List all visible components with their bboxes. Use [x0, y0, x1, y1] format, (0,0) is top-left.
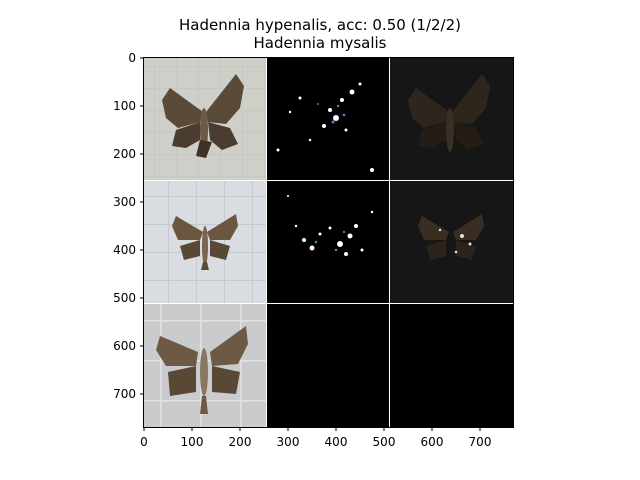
panel-r0-c1-saliency [267, 58, 389, 180]
x-tick-label: 200 [229, 435, 252, 449]
panel-r2-c2-empty [390, 304, 513, 427]
y-tick-label: 400 [113, 243, 136, 257]
x-axis [143, 427, 481, 431]
y-tick-label: 0 [128, 51, 136, 65]
panel-r2-c1-empty [267, 304, 389, 427]
y-axis [140, 57, 144, 395]
y-tick-label: 100 [113, 99, 136, 113]
moth-specimen [172, 214, 238, 270]
panel-r2-c0-moth-photo [144, 304, 266, 427]
y-tick-label: 500 [113, 291, 136, 305]
x-tick-label: 0 [140, 435, 148, 449]
panel-r0-c2-masked [390, 58, 513, 180]
panel-r0-c0-moth-photo [144, 58, 266, 180]
panel-r1-c1-saliency [267, 181, 389, 303]
x-tick-label: 700 [469, 435, 492, 449]
moth-specimen [156, 326, 248, 414]
y-tick-label: 200 [113, 147, 136, 161]
figure-title-line-1: Hadennia hypenalis, acc: 0.50 (1/2/2) [179, 16, 461, 34]
y-tick-label: 300 [113, 195, 136, 209]
figure-title-line-2: Hadennia mysalis [253, 34, 387, 52]
x-tick-label: 100 [181, 435, 204, 449]
panel-r1-c2-masked [390, 181, 513, 303]
axes-frame [143, 57, 514, 428]
x-tick-label: 600 [421, 435, 444, 449]
panel-r1-c0-moth-photo [144, 181, 266, 303]
y-tick-label: 600 [113, 339, 136, 353]
x-tick-label: 300 [277, 435, 300, 449]
y-tick-label: 700 [113, 387, 136, 401]
x-tick-label: 500 [373, 435, 396, 449]
moth-specimen [162, 74, 244, 158]
x-tick-label: 400 [325, 435, 348, 449]
